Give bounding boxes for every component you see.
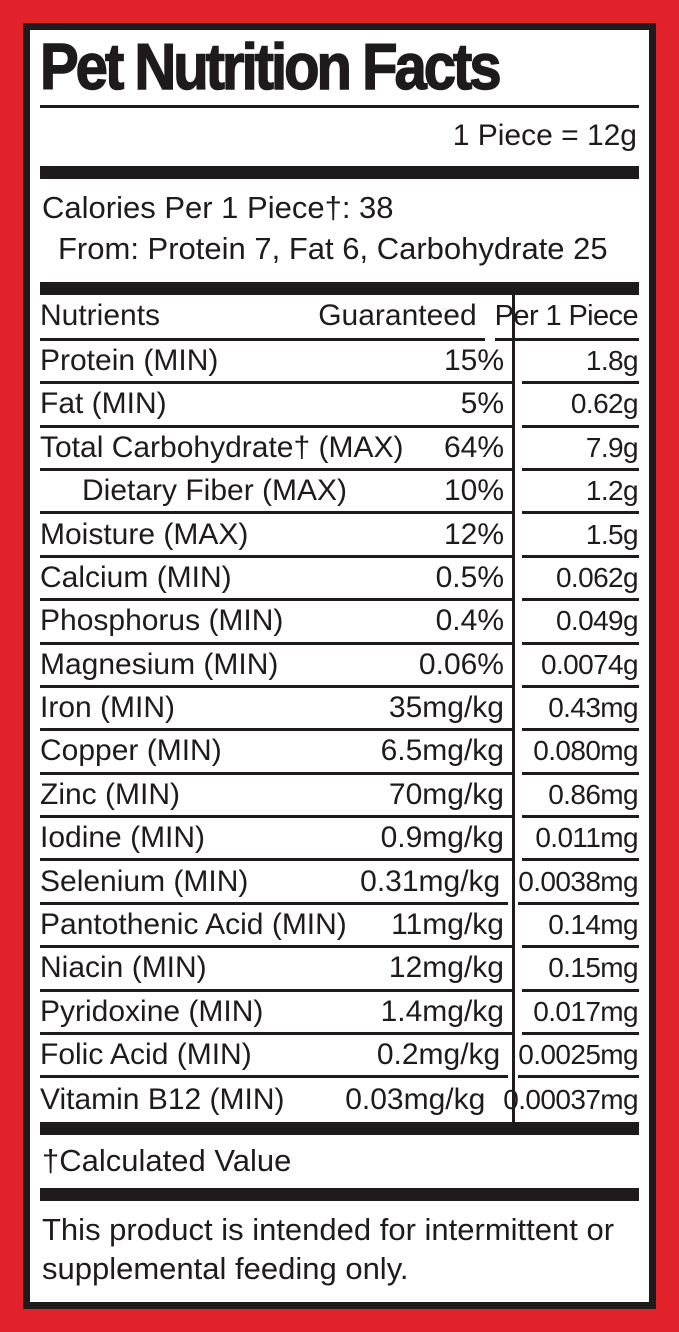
guaranteed-value: 10% [443,474,504,508]
per-piece-value: 0.011mg [522,818,639,862]
guaranteed-value: 0.2mg/kg [376,1038,501,1072]
per-piece-value: 0.080mg [522,731,639,775]
nutrient-name: Folic Acid (MIN) [40,1038,252,1072]
page-title: Pet Nutrition Facts [39,30,502,104]
nutrient-name: Protein (MIN) [40,343,219,377]
per-piece-value: 0.0038mg [518,861,639,905]
guaranteed-value: 35mg/kg [388,691,504,725]
feeding-statement: This product is intended for intermitten… [42,1211,615,1286]
calculated-value-footnote: †Calculated Value [42,1142,292,1178]
nutrient-name: Zinc (MIN) [40,777,180,811]
nutrient-name: Selenium (MIN) [40,864,249,898]
nutrient-name: Vitamin B12 (MIN) [40,1083,285,1117]
per-piece-value: 0.14mg [522,905,639,949]
table-row: Dietary Fiber (MAX) 10% 1.2g [40,471,639,515]
table-row: Pantothenic Acid (MIN) 11mg/kg 0.14mg [40,905,639,949]
guaranteed-value: 11mg/kg [391,908,504,942]
per-piece-value: 0.062g [522,558,639,602]
section-bar-top [40,165,639,179]
per-piece-value: 0.43mg [522,688,639,732]
table-row: Selenium (MIN) 0.31mg/kg 0.0038mg [40,861,639,905]
calories-line: Calories Per 1 Piece†: 38 [42,189,394,225]
guaranteed-value: 64% [443,430,504,464]
guaranteed-value: 6.5mg/kg [380,734,504,768]
table-row: Protein (MIN) 15% 1.8g [40,341,639,385]
per-piece-value: 0.049g [522,601,639,645]
nutrient-name: Iron (MIN) [40,691,175,725]
table-row: Folic Acid (MIN) 0.2mg/kg 0.0025mg [40,1035,639,1079]
calories-from-line: From: Protein 7, Fat 6, Carbohydrate 25 [58,230,608,266]
table-row: Magnesium (MIN) 0.06% 0.0074g [40,645,639,688]
header-nutrients: Nutrients [40,299,161,333]
nutrient-name: Pantothenic Acid (MIN) [40,908,347,942]
nutrient-name: Pyridoxine (MIN) [40,994,264,1028]
guaranteed-value: 70mg/kg [388,777,504,811]
per-piece-value: 0.62g [522,384,639,428]
nutrient-name: Copper (MIN) [40,734,222,768]
nutrient-name: Iodine (MIN) [40,821,206,855]
per-piece-value: 7.9g [522,428,639,471]
nutrient-name: Phosphorus (MIN) [40,604,284,638]
per-piece-value: 0.017mg [522,992,639,1036]
guaranteed-value: 12mg/kg [388,951,504,985]
guaranteed-value: 12% [443,517,504,551]
guaranteed-value: 0.5% [435,560,504,594]
per-piece-value: 0.0025mg [518,1035,639,1079]
guaranteed-value: 0.03mg/kg [345,1083,486,1117]
title-divider [40,104,639,108]
nutrient-name: Magnesium (MIN) [40,647,279,681]
table-row: Moisture (MAX) 12% 1.5g [40,514,639,558]
per-piece-value: 0.00037mg [503,1084,638,1116]
guaranteed-value: 5% [460,387,504,421]
per-piece-value: 1.5g [522,514,639,558]
table-row: Niacin (MIN) 12mg/kg 0.15mg [40,948,639,992]
per-piece-value: 0.0074g [522,645,639,688]
per-piece-value: 0.86mg [522,775,639,819]
table-row: Fat (MIN) 5% 0.62g [40,384,639,428]
nutrients-table: Nutrients Guaranteed Per 1 Piece Protein… [40,294,639,1122]
nutrient-name: Dietary Fiber (MAX) [82,474,348,508]
per-piece-value: 0.15mg [522,948,639,992]
nutrient-name: Total Carbohydrate† (MAX) [40,430,404,464]
nutrient-name: Calcium (MIN) [40,560,232,594]
section-bar-feeding [40,1187,639,1201]
table-row: Copper (MIN) 6.5mg/kg 0.080mg [40,731,639,775]
table-row: Iodine (MIN) 0.9mg/kg 0.011mg [40,818,639,862]
table-header-row: Nutrients Guaranteed Per 1 Piece [40,295,639,341]
header-per-piece: Per 1 Piece [494,295,639,341]
table-row: Zinc (MIN) 70mg/kg 0.86mg [40,775,639,819]
guaranteed-value: 0.4% [435,604,504,638]
column-divider [512,294,515,1122]
nutrient-name: Fat (MIN) [40,387,167,421]
nutrient-name: Moisture (MAX) [40,517,249,551]
table-row: Pyridoxine (MIN) 1.4mg/kg 0.017mg [40,992,639,1036]
table-row: Iron (MIN) 35mg/kg 0.43mg [40,688,639,732]
per-piece-value: 1.8g [522,341,639,385]
section-bar-footnote [40,1121,639,1135]
guaranteed-value: 15% [443,343,504,377]
guaranteed-value: 0.31mg/kg [360,864,501,898]
table-row: Calcium (MIN) 0.5% 0.062g [40,558,639,602]
table-row: Vitamin B12 (MIN) 0.03mg/kg 0.00037mg [40,1078,639,1121]
label-frame: Pet Nutrition Facts 1 Piece = 12g Calori… [23,23,656,1309]
guaranteed-value: 1.4mg/kg [380,994,504,1028]
guaranteed-value: 0.9mg/kg [380,821,504,855]
guaranteed-value: 0.06% [418,647,504,681]
per-piece-value: 1.2g [522,471,639,515]
calories-section: Calories Per 1 Piece†: 38 From: Protein … [40,179,639,282]
table-row: Total Carbohydrate† (MAX) 64% 7.9g [40,428,639,471]
nutrient-name: Niacin (MIN) [40,951,207,985]
table-row: Phosphorus (MIN) 0.4% 0.049g [40,601,639,645]
header-guaranteed: Guaranteed [318,299,477,333]
serving-size: 1 Piece = 12g [452,118,637,152]
section-bar-table [40,281,639,295]
